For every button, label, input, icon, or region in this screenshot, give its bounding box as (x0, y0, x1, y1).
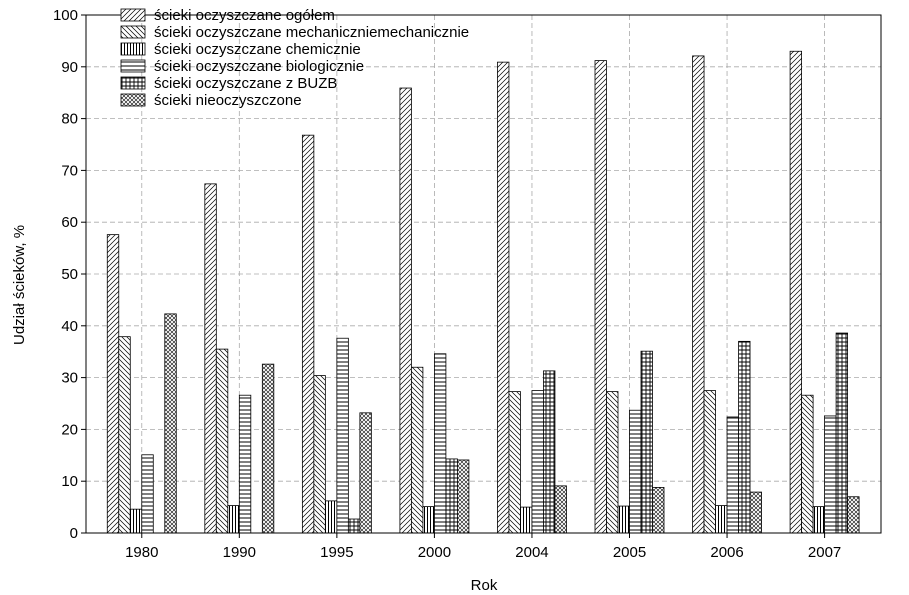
x-tick-label: 2004 (515, 544, 548, 561)
bar (118, 336, 131, 534)
bar (227, 505, 240, 534)
y-tick-label: 80 (61, 111, 78, 128)
bar (824, 415, 837, 534)
y-tick-label: 30 (61, 370, 78, 387)
legend-label: ścieki oczyszczane mechaniczniemechanicz… (154, 24, 469, 41)
bar (812, 506, 825, 534)
bars (106, 50, 860, 534)
bar (520, 506, 533, 534)
legend-label: ścieki oczyszczane chemicznie (154, 41, 361, 58)
bar (336, 337, 349, 534)
bar (434, 353, 447, 534)
x-tick-label: 2006 (710, 544, 743, 561)
x-tick-label: 2000 (418, 544, 451, 561)
bar (543, 370, 556, 534)
legend-swatch (120, 93, 146, 107)
x-tick-label: 2005 (613, 544, 646, 561)
bar (835, 332, 848, 534)
bar (617, 505, 630, 534)
y-tick-label: 70 (61, 162, 78, 179)
bar (738, 340, 751, 534)
legend-label: ścieki oczyszczane z BUZB (154, 75, 337, 92)
bar (606, 391, 619, 534)
bar (204, 183, 217, 534)
bar (703, 390, 716, 534)
bar (554, 485, 567, 534)
bar (445, 458, 458, 534)
x-axis-label: Rok (471, 577, 498, 594)
bar (238, 394, 252, 534)
y-tick-label: 0 (70, 525, 78, 542)
bar (141, 454, 154, 534)
bar (347, 518, 361, 534)
bar (640, 350, 653, 534)
bar (261, 363, 275, 534)
bar (324, 500, 338, 534)
legend-label: ścieki oczyszczane biologicznie (154, 58, 364, 75)
y-tick-label: 90 (61, 59, 78, 76)
bar (129, 508, 143, 534)
legend-swatch (120, 8, 146, 22)
bar (359, 412, 372, 534)
bar (629, 409, 642, 534)
bar (411, 366, 424, 534)
bar (692, 55, 705, 534)
legend-label: ścieki nieoczyszczone (154, 92, 302, 109)
bar (531, 390, 544, 534)
y-tick-label: 10 (61, 473, 78, 490)
y-tick-label: 100 (53, 7, 78, 24)
legend-label: ścieki oczyszczane ogółem (154, 7, 335, 24)
bar (715, 505, 728, 534)
bar (497, 61, 510, 534)
y-tick-label: 60 (61, 214, 78, 231)
bar (594, 60, 607, 534)
bar (215, 348, 229, 534)
bar (789, 50, 802, 534)
y-tick-label: 20 (61, 421, 78, 438)
legend-swatch (120, 76, 146, 90)
x-tick-label: 2007 (808, 544, 841, 561)
bar (801, 394, 814, 534)
y-axis-label: Udział ścieków, % (11, 225, 28, 345)
bar (399, 87, 412, 534)
bar (847, 496, 860, 534)
bar (457, 459, 470, 534)
bar (313, 375, 326, 534)
bar (164, 313, 177, 534)
bar (422, 506, 435, 534)
bar (106, 234, 120, 534)
bar (508, 391, 521, 534)
legend-swatch (120, 59, 146, 73)
y-tick-label: 40 (61, 318, 78, 335)
x-tick-label: 1990 (223, 544, 256, 561)
bar (749, 491, 762, 534)
bar (652, 487, 665, 534)
legend-swatch (120, 25, 146, 39)
x-axis-ticks: 1980 1990 1995 2000 2004 2005 2006 2007 (125, 533, 841, 561)
x-tick-label: 1995 (320, 544, 353, 561)
bar (301, 134, 315, 534)
x-tick-label: 1980 (125, 544, 158, 561)
y-tick-label: 50 (61, 266, 78, 283)
bar (726, 416, 739, 534)
legend-swatch (120, 42, 146, 56)
y-axis-ticks: 0 10 20 30 40 50 60 70 80 90 100 (53, 7, 86, 542)
